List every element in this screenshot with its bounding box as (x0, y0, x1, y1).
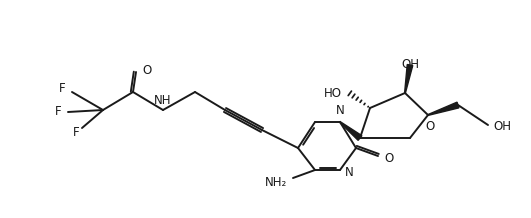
Text: NH₂: NH₂ (265, 175, 287, 189)
Text: N: N (336, 104, 345, 117)
Polygon shape (340, 122, 362, 140)
Text: OH: OH (493, 121, 511, 133)
Text: O: O (142, 63, 151, 77)
Text: F: F (55, 106, 62, 119)
Text: F: F (59, 82, 66, 94)
Polygon shape (405, 65, 413, 93)
Text: OH: OH (401, 58, 419, 71)
Text: F: F (73, 126, 80, 138)
Text: O: O (384, 152, 393, 165)
Text: HO: HO (324, 87, 342, 100)
Text: NH: NH (154, 94, 172, 107)
Polygon shape (428, 102, 459, 115)
Text: N: N (345, 165, 354, 179)
Text: O: O (425, 120, 434, 133)
